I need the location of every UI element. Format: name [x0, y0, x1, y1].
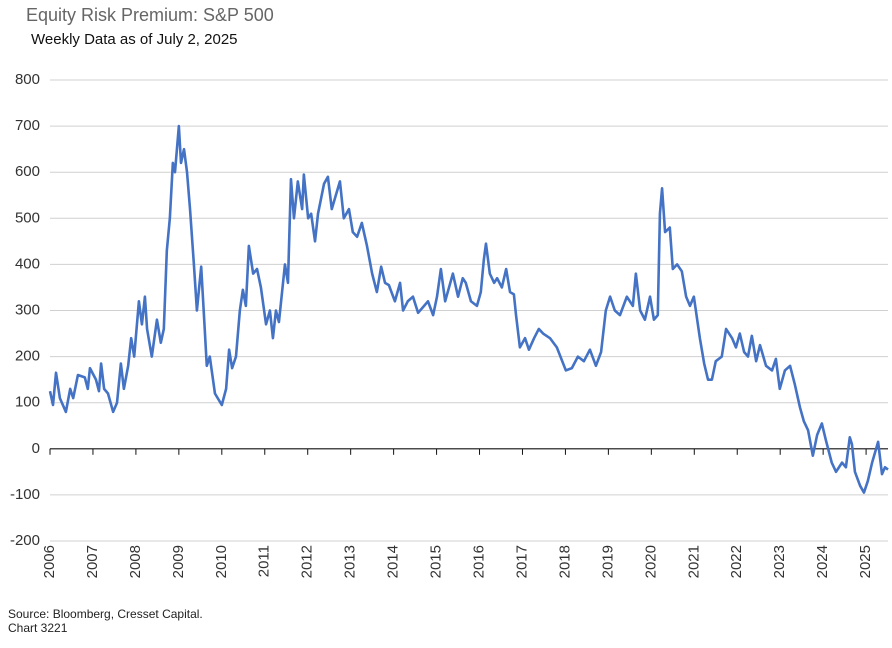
- y-tick-label: -200: [10, 532, 40, 549]
- y-tick-label: 800: [15, 71, 40, 88]
- y-tick-label: 500: [15, 209, 40, 226]
- line-series: [48, 124, 889, 494]
- x-tick-label: 2006: [41, 545, 58, 578]
- y-tick-label: 600: [15, 163, 40, 180]
- chart-subtitle: Weekly Data as of July 2, 2025: [31, 31, 238, 48]
- x-tick-label: 2010: [213, 545, 230, 578]
- y-tick-label: -100: [10, 486, 40, 503]
- x-tick-label: 2017: [513, 545, 530, 578]
- x-tick-label: 2011: [256, 545, 273, 577]
- source: Source: Bloomberg, Cresset Capital.: [8, 607, 203, 621]
- x-tick-label: 2012: [299, 545, 316, 578]
- x-tick-label: 2020: [642, 545, 659, 578]
- x-tick-label: 2024: [814, 545, 831, 578]
- x-tick-label: 2015: [428, 545, 445, 578]
- x-tick-label: 2025: [857, 545, 874, 578]
- x-tick-label: 2007: [84, 545, 101, 578]
- x-tick-label: 2008: [127, 545, 144, 578]
- x-tick-label: 2014: [385, 545, 402, 578]
- x-tick-label: 2013: [342, 545, 359, 578]
- y-tick-label: 400: [15, 255, 40, 272]
- chart-title: Equity Risk Premium: S&P 500: [26, 5, 274, 25]
- x-tick-label: 2016: [470, 545, 487, 578]
- x-tick-label: 2018: [556, 545, 573, 578]
- y-tick-label: 0: [32, 440, 40, 457]
- x-tick-label: 2023: [771, 545, 788, 578]
- y-tick-label: 300: [15, 301, 40, 318]
- y-tick-label: 100: [15, 394, 40, 411]
- x-tick-label: 2021: [685, 545, 702, 578]
- note: Chart 3221: [8, 621, 68, 635]
- y-tick-label: 700: [15, 117, 40, 134]
- x-tick-label: 2019: [599, 545, 616, 578]
- y-tick-label: 200: [15, 348, 40, 365]
- x-tick-label: 2022: [728, 545, 745, 578]
- x-tick-label: 2009: [170, 545, 187, 578]
